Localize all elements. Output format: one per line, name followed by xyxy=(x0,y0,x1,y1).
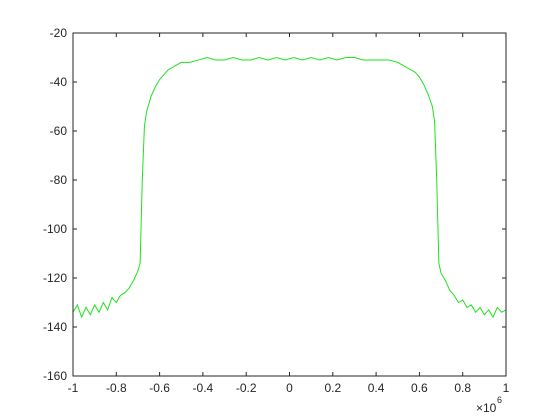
x-tick-label: 0.6 xyxy=(411,381,428,395)
y-tick-label: -160 xyxy=(43,369,67,383)
x-multiplier-exponent: 6 xyxy=(497,395,502,405)
data-line xyxy=(72,56,507,319)
y-tick-label: -20 xyxy=(50,26,68,40)
x-tick-label: 0 xyxy=(286,381,293,395)
y-tick-label: -80 xyxy=(50,173,68,187)
x-tick-label: 0.4 xyxy=(368,381,385,395)
y-tick-label: -100 xyxy=(43,222,67,236)
plot-area xyxy=(72,56,507,319)
x-multiplier-base: ×10 xyxy=(476,401,497,415)
y-tick-label: -60 xyxy=(50,124,68,138)
x-tick-label: -0.6 xyxy=(149,381,170,395)
y-tick-label: -40 xyxy=(50,75,68,89)
y-tick-label: -120 xyxy=(43,271,67,285)
y-tick-label: -140 xyxy=(43,320,67,334)
x-tick-label: -1 xyxy=(68,381,79,395)
x-tick-label: 0.2 xyxy=(324,381,341,395)
x-tick-label: 0.8 xyxy=(454,381,471,395)
x-tick-label: -0.4 xyxy=(193,381,214,395)
x-tick-label: -0.8 xyxy=(106,381,127,395)
x-tick-label: -0.2 xyxy=(236,381,257,395)
x-tick-label: 1 xyxy=(503,381,510,395)
